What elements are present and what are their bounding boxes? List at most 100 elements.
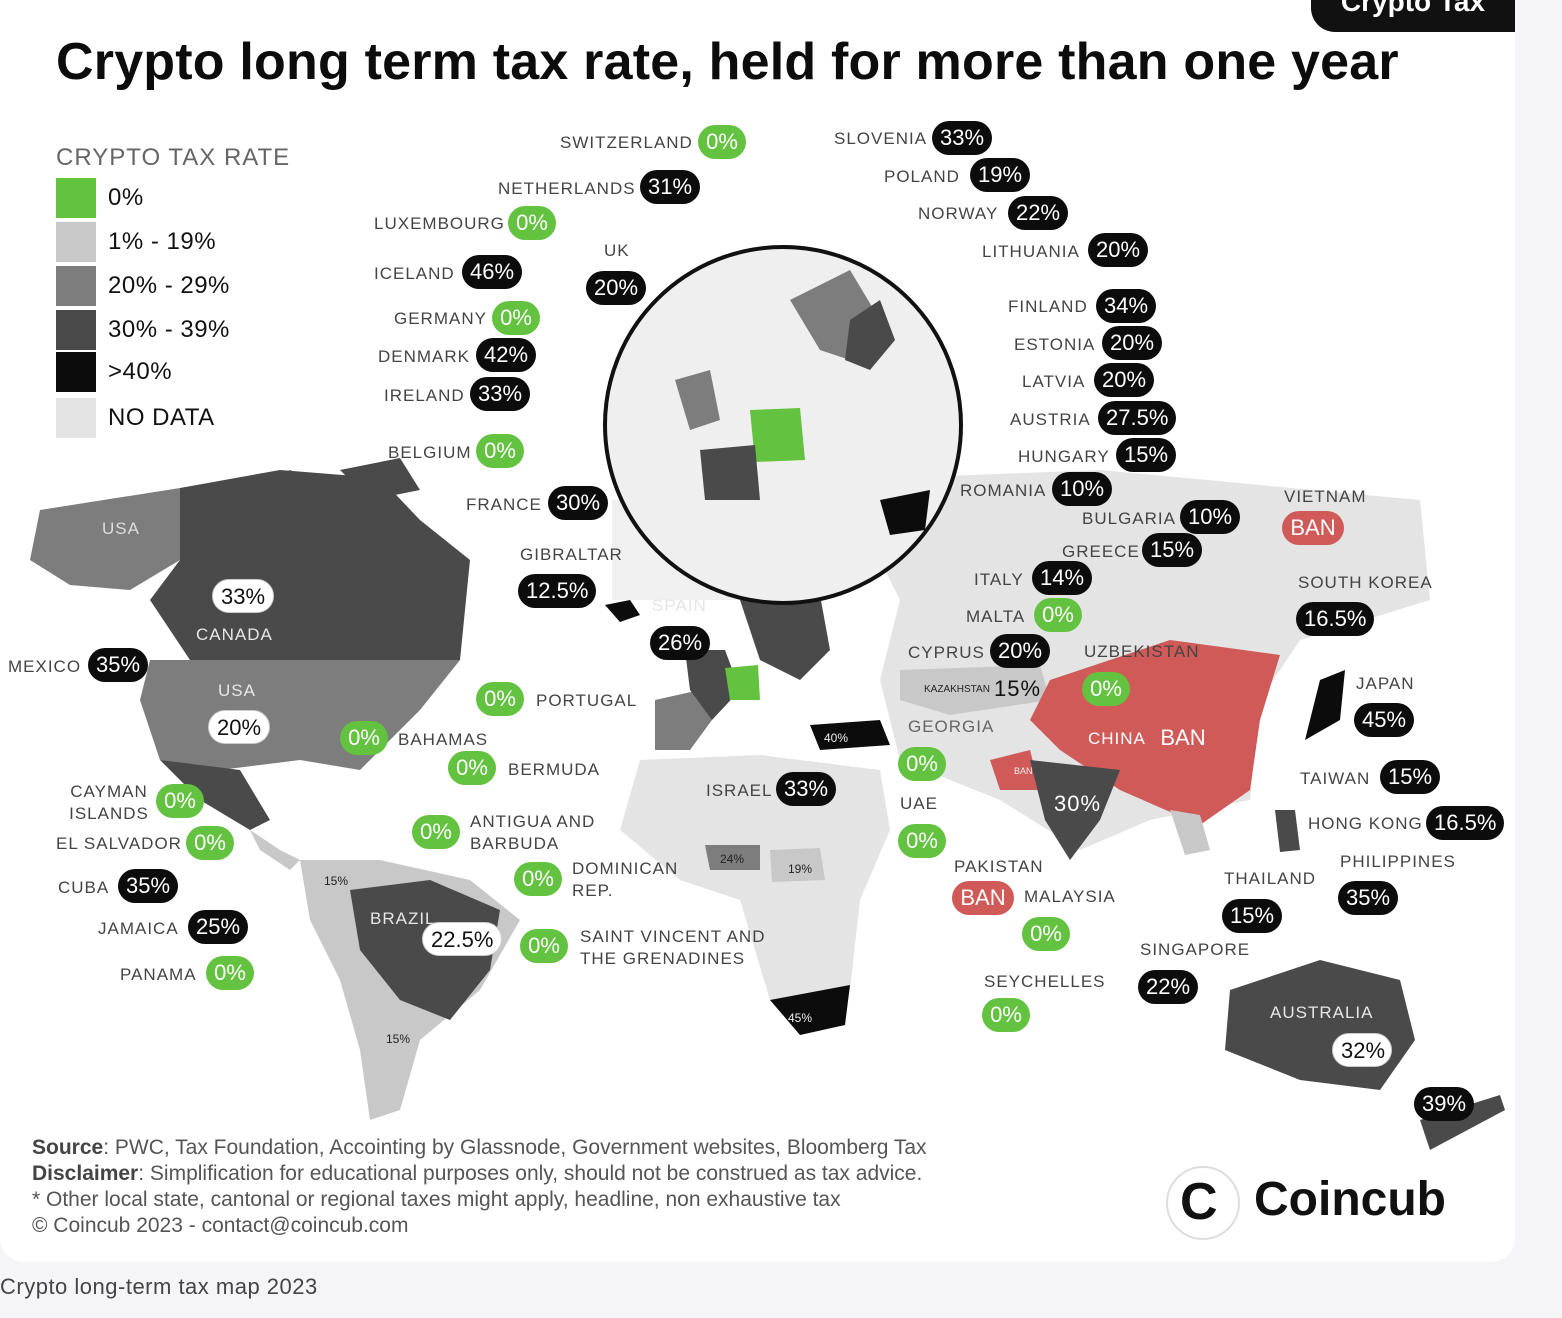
- source-line: Source: PWC, Tax Foundation, Accointing …: [32, 1136, 927, 1160]
- rate-cyprus: 20%: [990, 634, 1050, 668]
- label-portugal: PORTUGAL: [536, 691, 638, 710]
- label-bulgaria: BULGARIA: [1082, 509, 1176, 528]
- legend-title: CRYPTO TAX RATE: [56, 144, 291, 171]
- label-cayman: CAYMAN ISLANDS: [69, 782, 149, 823]
- label-brazil: BRAZIL: [370, 909, 436, 928]
- rate-finland: 34%: [1096, 289, 1156, 323]
- magnifier-france: [700, 445, 760, 500]
- rate-ireland: 33%: [470, 377, 530, 411]
- legend-item-0: 0%: [56, 178, 144, 218]
- africa-shape: [620, 755, 890, 1030]
- alaska-shape: [30, 488, 180, 590]
- legend-item-1: 1% - 19%: [56, 222, 216, 262]
- rate-hungary: 15%: [1116, 438, 1176, 472]
- rate-japan: 45%: [1354, 703, 1414, 737]
- philippines-shape: [1275, 810, 1300, 852]
- rate-cayman: 0%: [156, 784, 204, 818]
- rate-denmark: 42%: [476, 338, 536, 372]
- coincub-logo-mark: C: [1180, 1173, 1218, 1231]
- rate-hong-kong: 16.5%: [1426, 806, 1504, 840]
- label-poland: POLAND: [884, 167, 960, 186]
- legend-label: 0%: [108, 184, 144, 211]
- label-turkey-rate: 40%: [824, 731, 849, 745]
- rate-uzbekistan: 0%: [1082, 672, 1130, 706]
- label-gibraltar: GIBRALTAR: [520, 545, 623, 564]
- rate-antigua: 0%: [412, 815, 460, 849]
- coincub-logo-icon: [1166, 1166, 1240, 1240]
- rate-vietnam: BAN: [1282, 511, 1344, 545]
- image-caption: Crypto long-term tax map 2023: [0, 1274, 318, 1299]
- eastern-europe: [740, 595, 830, 680]
- label-hungary: HUNGARY: [1018, 447, 1110, 466]
- rate-cuba: 35%: [118, 869, 178, 903]
- label-nigeria-rate: 24%: [720, 852, 745, 866]
- rate-estonia: 20%: [1102, 326, 1162, 360]
- rate-gibraltar: 12.5%: [518, 574, 596, 608]
- canada-shape: [150, 470, 470, 668]
- label-malta: MALTA: [966, 607, 1026, 626]
- label-lithuania: LITHUANIA: [982, 242, 1080, 261]
- label-finland: FINLAND: [1008, 297, 1088, 316]
- coincub-brand-name: Coincub: [1254, 1173, 1446, 1226]
- label-canada: CANADA: [196, 625, 273, 644]
- france-shape: [685, 650, 740, 720]
- label-malaysia: MALAYSIA: [1024, 887, 1116, 906]
- label-luxembourg: LUXEMBOURG: [374, 214, 505, 233]
- legend-swatch: [56, 310, 96, 350]
- label-france: FRANCE: [466, 495, 542, 514]
- rate-austria: 27.5%: [1098, 401, 1176, 435]
- rate-pakistan: BAN: [952, 881, 1014, 915]
- rate-slovenia: 33%: [932, 121, 992, 155]
- legend-item-3: 30% - 39%: [56, 310, 230, 350]
- label-mexico: MEXICO: [8, 657, 82, 676]
- chad-shape: [770, 848, 825, 882]
- magnifier-balkans: [880, 490, 930, 535]
- label-georgia: GEORGIA: [908, 717, 995, 736]
- magnifier-finland: [845, 300, 895, 370]
- label-pakistan: PAKISTAN: [954, 857, 1044, 876]
- rate-belgium: 0%: [476, 434, 524, 468]
- rate-uae: 0%: [898, 824, 946, 858]
- label-antigua: ANTIGUA AND BARBUDA: [470, 812, 596, 853]
- rate-singapore: 22%: [1138, 970, 1198, 1004]
- rate-bermuda: 0%: [448, 751, 496, 785]
- turkey-shape: [810, 720, 890, 750]
- legend-label: 20% - 29%: [108, 272, 230, 299]
- label-bermuda: BERMUDA: [508, 760, 601, 779]
- label-colombia-rate: 15%: [324, 874, 349, 888]
- label-romania: ROMANIA: [960, 481, 1047, 500]
- label-bahamas: BAHAMAS: [398, 730, 489, 749]
- rate-seychelles: 0%: [982, 998, 1030, 1032]
- rate-kazakhstan: 15%: [994, 676, 1042, 701]
- label-argentina-rate: 15%: [386, 1032, 411, 1046]
- iceland-shape: [605, 600, 640, 622]
- label-philippines: PHILIPPINES: [1340, 852, 1456, 871]
- rate-jamaica: 25%: [188, 910, 248, 944]
- rate-norway: 22%: [1008, 196, 1068, 230]
- label-thailand: THAILAND: [1224, 869, 1317, 888]
- label-ireland: IRELAND: [384, 386, 465, 405]
- arctic-islands: [240, 458, 420, 520]
- rate-uk: 20%: [586, 271, 646, 305]
- germany-shape: [725, 665, 760, 700]
- label-saint-vincent: SAINT VINCENT AND THE GRENADINES: [580, 927, 766, 968]
- label-slovenia: SLOVENIA: [834, 129, 928, 148]
- corner-tag: Crypto Tax: [1311, 0, 1515, 32]
- rate-mexico: 35%: [88, 648, 148, 682]
- footnote: * Other local state, cantonal or regiona…: [32, 1188, 841, 1211]
- india-shape: [1030, 760, 1120, 860]
- legend-swatch: [56, 352, 96, 392]
- source-label: Source: [32, 1136, 104, 1159]
- label-latvia: LATVIA: [1022, 372, 1086, 391]
- label-greece: GREECE: [1062, 542, 1140, 561]
- pakistan-shape: [990, 750, 1040, 790]
- label-vietnam: VIETNAM: [1284, 487, 1367, 506]
- magnifier-germany: [750, 408, 805, 462]
- label-japan: JAPAN: [1356, 674, 1415, 693]
- central-america: [250, 830, 300, 870]
- south-africa-shape: [770, 985, 850, 1035]
- label-estonia: ESTONIA: [1014, 335, 1096, 354]
- label-el-salvador: EL SALVADOR: [56, 834, 182, 853]
- label-italy: ITALY: [974, 570, 1024, 589]
- rate-australia: 32%: [1332, 1033, 1392, 1067]
